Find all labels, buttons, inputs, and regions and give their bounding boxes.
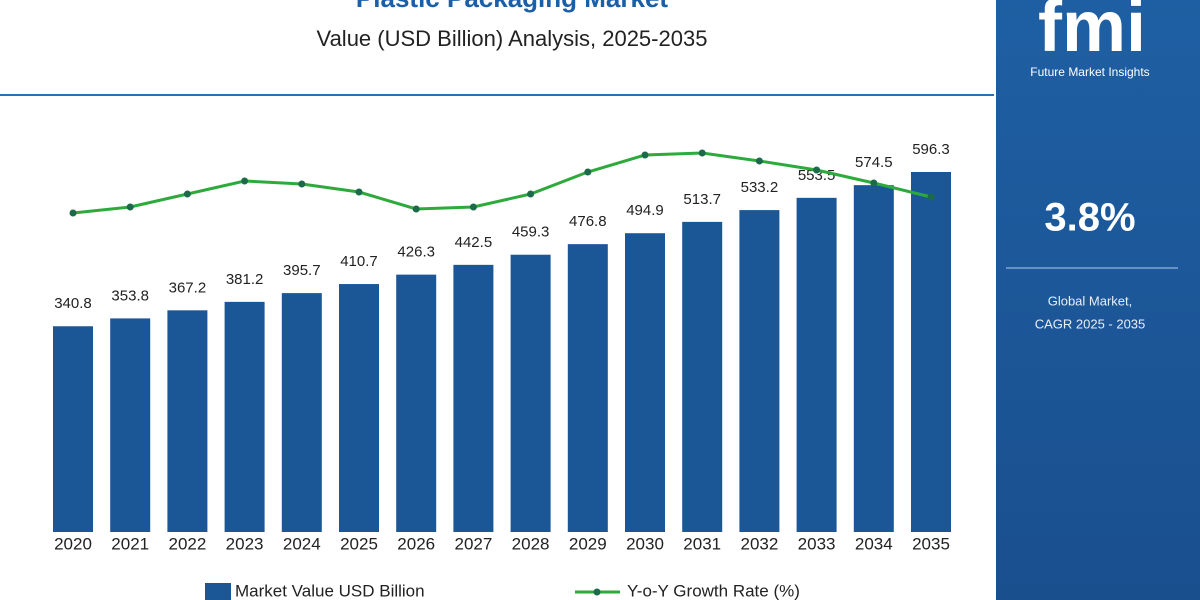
x-tick-label: 2028 <box>512 534 550 553</box>
x-tick-label: 2027 <box>454 534 492 553</box>
x-tick-label: 2035 <box>912 534 950 553</box>
value-label: 494.9 <box>626 202 664 219</box>
bar <box>796 197 837 532</box>
cagr-value: 3.8% <box>1044 196 1135 240</box>
growth-point <box>183 190 191 198</box>
bar <box>510 254 551 532</box>
x-tick-label: 2024 <box>283 534 321 553</box>
value-label: 513.7 <box>683 191 721 208</box>
growth-point <box>813 166 821 174</box>
value-label: 353.8 <box>111 287 149 304</box>
x-tick-label: 2020 <box>54 534 92 553</box>
value-label: 426.3 <box>397 244 435 261</box>
bar <box>224 301 265 532</box>
x-tick-label: 2022 <box>168 534 206 553</box>
bar <box>682 221 723 532</box>
legend-swatch <box>593 588 601 596</box>
logo: fmi <box>1038 0 1146 67</box>
growth-point <box>527 190 535 198</box>
x-tick-label: 2034 <box>855 534 893 553</box>
bar <box>853 185 894 532</box>
x-tick-label: 2031 <box>683 534 721 553</box>
growth-line <box>72 151 932 215</box>
growth-point <box>298 180 306 188</box>
side-panel <box>996 0 1200 600</box>
value-label: 340.8 <box>54 295 92 312</box>
growth-point <box>412 205 420 213</box>
x-tick-label: 2021 <box>111 534 149 553</box>
legend-label: Market Value USD Billion <box>235 581 425 600</box>
bar <box>625 233 665 532</box>
value-label: 381.2 <box>226 271 264 288</box>
legend-swatch <box>205 583 231 600</box>
bar <box>281 293 322 532</box>
growth-point <box>870 179 878 187</box>
caption-line: Global Market, <box>1048 293 1133 308</box>
tagline: Future Market Insights <box>1030 65 1149 79</box>
chart-title: Plastic Packaging Market <box>356 0 668 13</box>
chart-subtitle: Value (USD Billion) Analysis, 2025-2035 <box>317 26 708 51</box>
growth-point <box>698 149 706 157</box>
growth-point <box>641 151 649 159</box>
x-tick-label: 2026 <box>397 534 435 553</box>
bar <box>167 310 208 532</box>
value-label: 533.2 <box>741 179 779 196</box>
x-tick-label: 2033 <box>798 534 836 553</box>
bar <box>739 210 780 533</box>
growth-point <box>355 188 363 196</box>
x-tick-label: 2023 <box>226 534 264 553</box>
growth-point <box>584 168 592 176</box>
value-label: 442.5 <box>455 234 493 251</box>
value-label: 367.2 <box>169 279 207 296</box>
value-label: 459.3 <box>512 224 550 241</box>
growth-point <box>241 177 249 185</box>
x-tick-label: 2029 <box>569 534 607 553</box>
value-label: 395.7 <box>283 262 321 279</box>
growth-point <box>927 193 935 201</box>
growth-point <box>126 203 134 211</box>
x-tick-label: 2032 <box>740 534 778 553</box>
bar <box>53 326 93 532</box>
x-tick-label: 2025 <box>340 534 378 553</box>
legend-label: Y-o-Y Growth Rate (%) <box>627 581 800 600</box>
caption-line: CAGR 2025 - 2035 <box>1035 316 1146 331</box>
value-label: 410.7 <box>340 253 378 270</box>
bar <box>396 274 437 532</box>
value-label: 574.5 <box>855 154 893 171</box>
growth-point <box>755 157 763 165</box>
value-label: 596.3 <box>912 141 950 158</box>
x-tick-label: 2030 <box>626 534 664 553</box>
bar <box>110 318 151 532</box>
bar <box>911 172 951 532</box>
growth-point <box>69 209 77 217</box>
growth-point <box>469 203 477 211</box>
bar <box>453 264 494 532</box>
value-label: 476.8 <box>569 213 607 230</box>
bar <box>339 284 379 532</box>
bar <box>567 244 608 532</box>
